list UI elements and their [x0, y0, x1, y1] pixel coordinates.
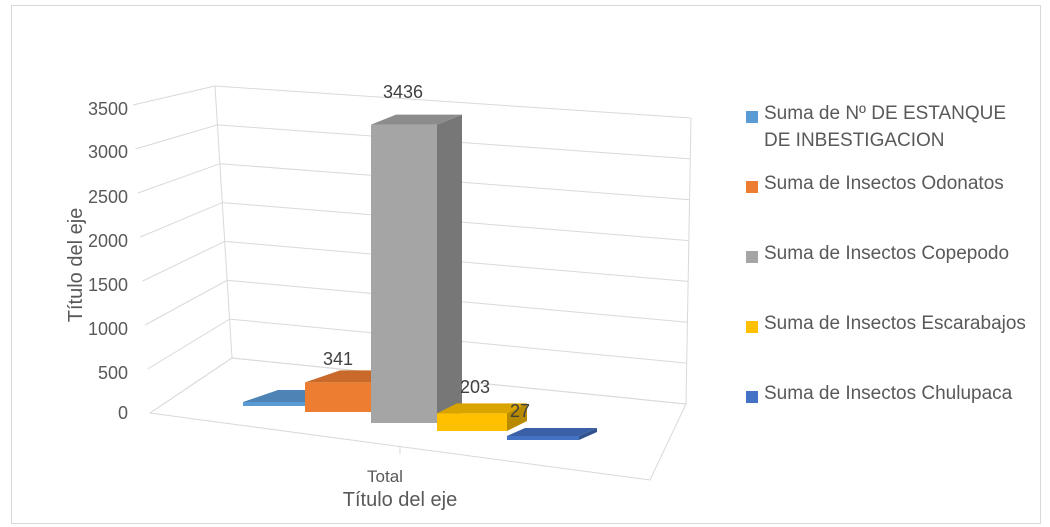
y-tick-label: 2000 — [88, 231, 128, 251]
bar-side — [437, 114, 462, 423]
x-axis-title: Título del eje — [343, 489, 458, 511]
legend: Suma de Nº DE ESTANQUE DE INBESTIGACION … — [742, 100, 1042, 450]
chart-bars — [243, 114, 597, 440]
y-tick-label: 1000 — [88, 319, 128, 339]
legend-item-copepodo: Suma de Insectos Copepodo — [742, 240, 1042, 310]
legend-label: Suma de Nº DE ESTANQUE DE INBESTIGACION — [764, 103, 1007, 151]
data-label: 3436 — [383, 82, 423, 102]
bar-top — [507, 428, 597, 436]
y-axis-ticks: 0 500 1000 1500 2000 2500 3000 3500 — [88, 99, 128, 423]
bar — [243, 402, 305, 406]
chart-frame — [11, 5, 1041, 524]
bar-top — [371, 114, 462, 125]
data-labels: 341 3436 203 27 — [323, 82, 530, 421]
legend-item-odonatos: Suma de Insectos Odonatos — [742, 170, 1042, 240]
x-category-label: Total — [367, 467, 403, 486]
bar — [507, 436, 579, 440]
legend-swatch — [746, 251, 758, 263]
y-tick-label: 2500 — [88, 187, 128, 207]
data-label: 341 — [323, 349, 353, 369]
legend-swatch — [746, 391, 758, 403]
legend-item-escarabajos: Suma de Insectos Escarabajos — [742, 310, 1042, 380]
y-tick-label: 3500 — [88, 99, 128, 119]
bar — [371, 124, 437, 423]
y-axis-title: Título del eje — [65, 208, 87, 323]
back-left-edge — [214, 85, 233, 359]
bar — [305, 382, 371, 412]
legend-swatch — [746, 321, 758, 333]
legend-swatch — [746, 111, 758, 123]
y-tick-label: 3000 — [88, 142, 128, 162]
back-right-edge — [685, 117, 692, 405]
y-tick-label: 500 — [98, 363, 128, 383]
bar-side — [507, 403, 527, 431]
y-tick-label: 0 — [118, 403, 128, 423]
legend-label: Suma de Insectos Copepodo — [764, 243, 1010, 264]
data-label: 27 — [510, 401, 530, 421]
data-label: 203 — [460, 377, 490, 397]
legend-item-chulupaca: Suma de Insectos Chulupaca — [742, 380, 1042, 450]
bar-side — [579, 428, 597, 440]
legend-item-estanque: Suma de Nº DE ESTANQUE DE INBESTIGACION — [742, 100, 1042, 170]
legend-label: Suma de Insectos Escarabajos — [764, 313, 1026, 334]
y-tick-label: 1500 — [88, 275, 128, 295]
legend-label: Suma de Insectos Chulupaca — [764, 383, 1013, 404]
legend-swatch — [746, 181, 758, 193]
legend-label: Suma de Insectos Odonatos — [764, 173, 1004, 194]
bar-top — [437, 403, 527, 414]
bar — [437, 413, 507, 431]
floor — [148, 357, 687, 481]
chart-walls — [132, 85, 692, 481]
